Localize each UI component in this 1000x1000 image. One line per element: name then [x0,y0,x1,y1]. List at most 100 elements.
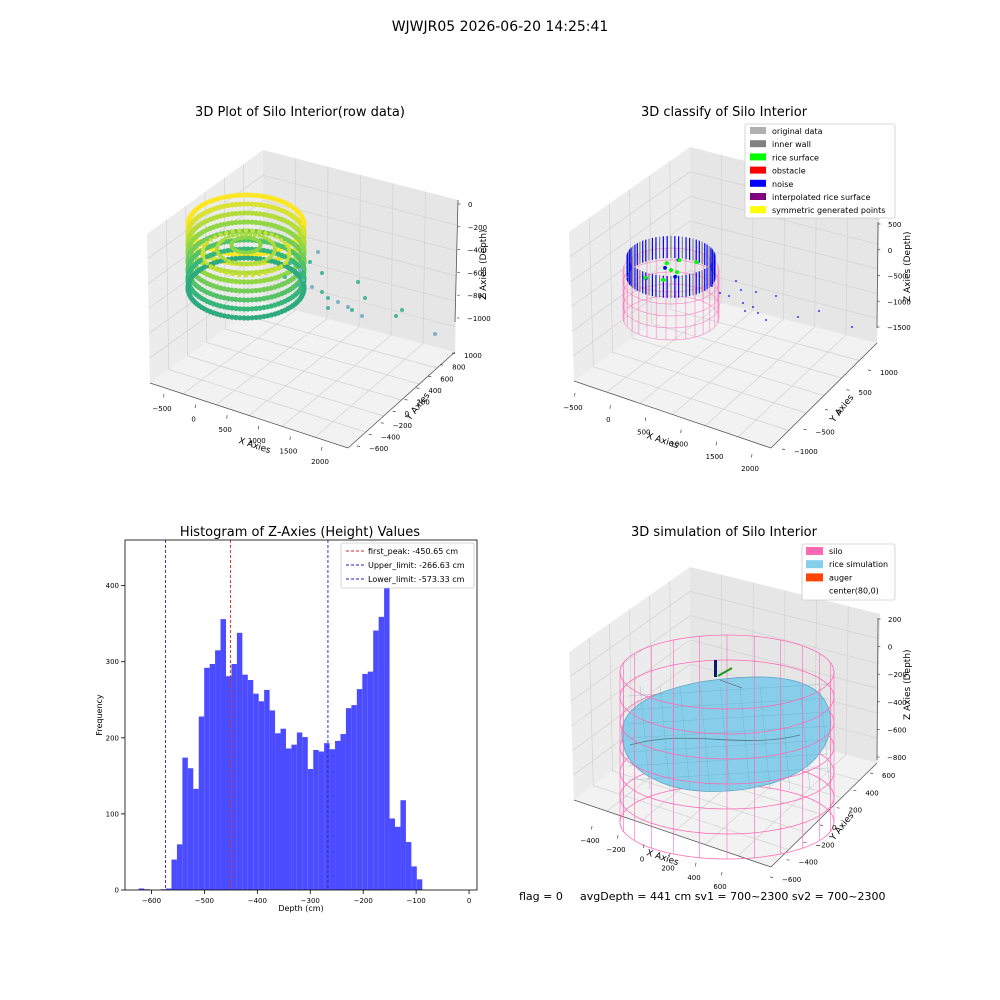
classify-surface-point [673,275,677,279]
raw-point [274,235,279,240]
simulation-x-tick-label: 400 [687,874,700,882]
grid-line [422,191,426,344]
classify-legend-swatch [750,179,766,187]
raw-point [229,296,235,302]
raw-point [257,305,263,311]
grid-line [165,219,170,370]
raw-x-tick-label: 2000 [311,458,329,466]
histogram-bar [176,844,183,890]
simulation-z-tick-label: −400 [887,699,906,707]
classify-legend-frame [744,123,896,219]
raw-point [223,236,228,241]
simulation-z-tick-label: −600 [887,726,906,734]
histogram-bar [367,671,374,890]
raw-point [233,201,239,208]
raw-point [261,259,265,264]
raw-point [320,290,324,294]
raw-point [274,266,279,271]
z-axis-line [876,617,879,761]
raw-point [225,220,231,227]
raw-point [287,247,291,252]
histogram-legend-label: first_peak: -450.65 cm [368,547,458,556]
simulation-y-tick-label: 600 [882,772,895,780]
classify-legend-swatch [750,206,766,214]
raw-point [287,254,291,259]
auger-cable [719,679,743,689]
raw-point [233,287,239,294]
histogram-x-ticks: −600 −500 −400 −300 −200 −100 0 [142,890,471,905]
grid-line [588,217,594,367]
histogram-bar [247,680,254,890]
raw-point [301,229,307,235]
rice-mesh-line [799,685,811,791]
histogram-bar [405,842,412,890]
raw-z-tick-label: −1000 [467,315,491,323]
raw-y-tick-mark [380,422,384,424]
raw-point [245,255,251,261]
raw-point [237,315,243,321]
simulation-x-tick-mark [721,871,723,876]
raw-point [237,288,243,294]
raw-y-tick-label: 400 [428,387,441,395]
classify-legend-label: interpolated rice surface [772,193,870,202]
simulation-legend-label: rice simulation [829,560,888,569]
histogram-x-tick-label: −600 [142,897,161,905]
rice-mesh-line [759,685,771,791]
classify-x-tick-label: 1500 [706,453,724,461]
classify-surface-point [665,261,669,266]
histogram-bar [182,757,188,890]
raw-point [237,219,243,225]
raw-y-tick-label: 800 [452,364,465,372]
histogram-bar [280,728,286,890]
histogram-bar [313,750,319,890]
raw-point [241,255,247,261]
raw-point [229,314,235,320]
simulation-y-tick-mark [869,772,874,774]
auger-shaft [714,660,717,677]
raw-point [245,279,251,285]
raw-x-tick-label: 0 [191,416,195,424]
simulation-y-tick-mark [803,841,807,844]
raw-point [241,297,247,303]
classify-x-tick-mark [574,392,576,397]
raw-point-cloud [185,192,437,336]
raw-point [229,305,235,311]
raw-point [264,236,269,241]
raw-point [218,232,223,237]
raw-point [301,283,307,289]
raw-point [230,229,235,234]
raw-x-tick-mark [289,436,291,440]
histogram-reference-lines [165,540,329,890]
raw-point [241,210,247,216]
histogram-bar [171,859,177,890]
raw-point [269,269,274,274]
raw-x-ticks: −500 0 500 1000 1500 2000 [152,393,329,466]
raw-point [237,255,243,261]
raw-point [245,306,251,312]
grid-line [737,334,847,438]
simulation-z-tick-label: 0 [888,644,892,652]
classify-legend-swatch [750,153,766,161]
raw-point [237,273,242,278]
classify-noise-point [765,319,767,321]
classify-y-tick-label: 0 [837,409,841,417]
histogram-bar [204,667,210,890]
simulation-z-tick-label: −200 [888,671,907,679]
classify-x-tick-mark [644,417,647,421]
raw-point [261,277,267,284]
classify-x-tick-mark [751,453,753,458]
raw-point [249,297,255,303]
simulation-y-tick-label: −400 [799,859,818,867]
raw-point [269,232,274,237]
histogram-bar [351,705,357,890]
raw-point [400,308,404,312]
histogram-bar [285,748,292,890]
histogram-bar [340,734,346,890]
histogram-legend-entries: first_peak: -450.65 cm Upper_limit: -266.… [346,547,465,584]
raw-point [245,192,251,198]
histogram-bar [264,689,270,890]
grid-line [845,606,849,755]
classify-legend-swatch [750,140,766,148]
raw-point [283,275,287,279]
